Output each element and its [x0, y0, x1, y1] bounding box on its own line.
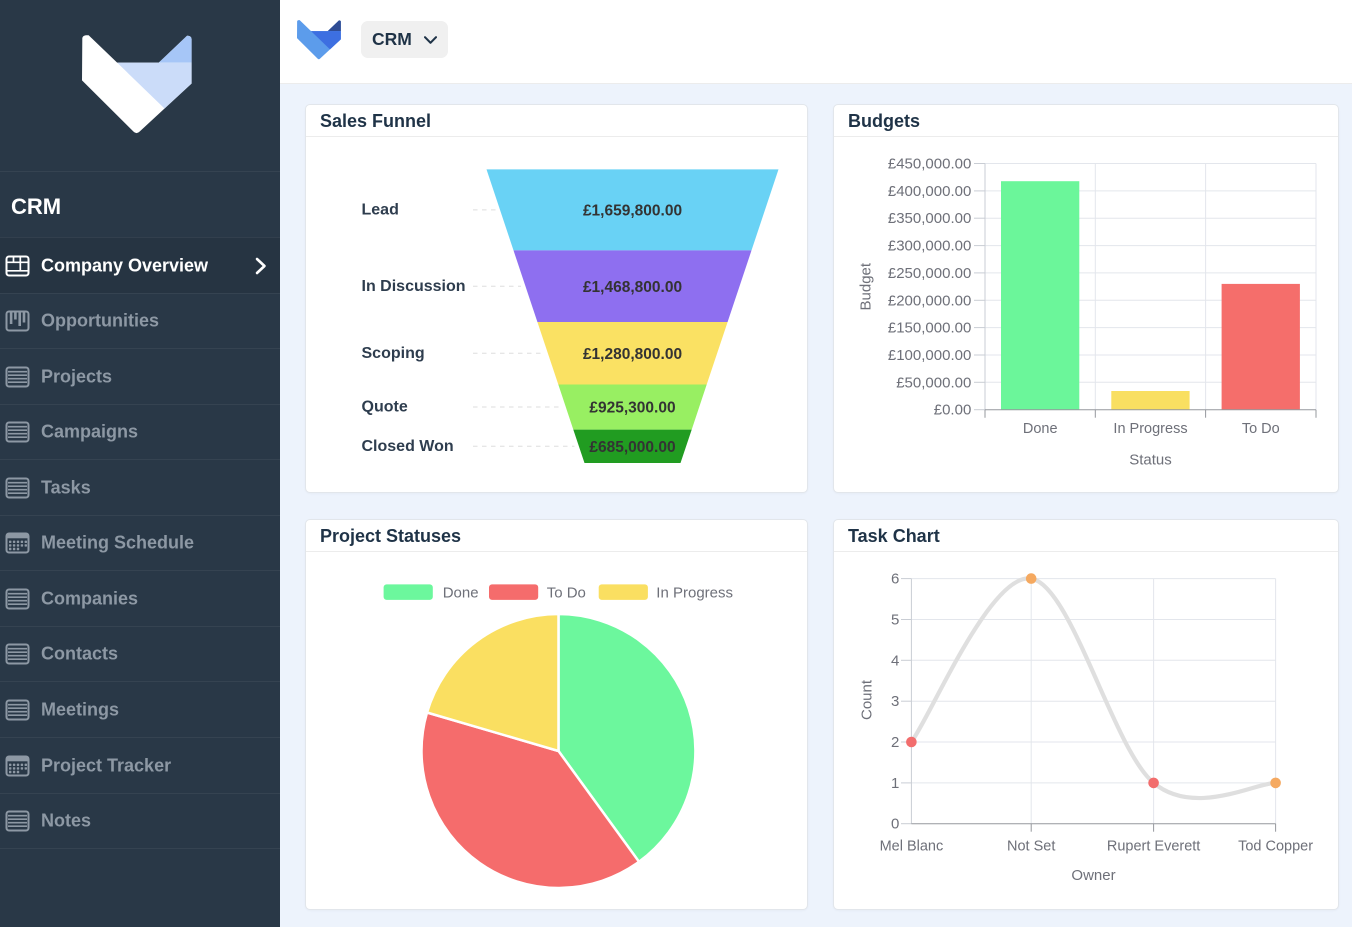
svg-text:£50,000.00: £50,000.00 — [896, 374, 971, 391]
svg-text:Status: Status — [1129, 451, 1172, 468]
svg-text:In Discussion: In Discussion — [362, 278, 466, 295]
svg-text:6: 6 — [891, 571, 899, 588]
svg-text:Mel Blanc: Mel Blanc — [880, 839, 944, 855]
svg-text:Quote: Quote — [362, 399, 408, 416]
svg-text:2: 2 — [891, 734, 899, 751]
svg-text:£350,000.00: £350,000.00 — [888, 210, 971, 227]
svg-text:Done: Done — [443, 585, 479, 602]
svg-text:Closed Won: Closed Won — [362, 438, 454, 455]
svg-text:£400,000.00: £400,000.00 — [888, 183, 971, 200]
svg-text:5: 5 — [891, 612, 899, 629]
svg-text:£1,468,800.00: £1,468,800.00 — [583, 279, 682, 296]
svg-text:Lead: Lead — [362, 202, 399, 219]
svg-text:£925,300.00: £925,300.00 — [589, 400, 675, 417]
svg-text:£685,000.00: £685,000.00 — [589, 439, 675, 456]
svg-text:Not Set: Not Set — [1007, 839, 1055, 855]
svg-text:1: 1 — [891, 775, 899, 792]
svg-text:Count: Count — [858, 679, 875, 720]
svg-text:£200,000.00: £200,000.00 — [888, 292, 971, 309]
svg-text:£100,000.00: £100,000.00 — [888, 347, 971, 364]
svg-text:Done: Done — [1023, 421, 1058, 437]
svg-text:Budget: Budget — [857, 262, 874, 310]
svg-text:0: 0 — [891, 816, 899, 833]
svg-text:Owner: Owner — [1071, 867, 1115, 884]
svg-text:£300,000.00: £300,000.00 — [888, 238, 971, 255]
svg-text:Rupert Everett: Rupert Everett — [1107, 839, 1201, 855]
svg-text:In Progress: In Progress — [1113, 421, 1187, 437]
svg-text:3: 3 — [891, 693, 899, 710]
svg-text:£150,000.00: £150,000.00 — [888, 320, 971, 337]
svg-text:£1,659,800.00: £1,659,800.00 — [583, 203, 682, 220]
svg-text:To Do: To Do — [547, 585, 586, 602]
svg-text:£450,000.00: £450,000.00 — [888, 156, 971, 173]
svg-text:Tod Copper: Tod Copper — [1238, 839, 1313, 855]
svg-text:Scoping: Scoping — [362, 345, 425, 362]
svg-text:£1,280,800.00: £1,280,800.00 — [583, 346, 682, 363]
svg-text:£250,000.00: £250,000.00 — [888, 265, 971, 282]
svg-text:To Do: To Do — [1242, 421, 1280, 437]
svg-text:£0.00: £0.00 — [934, 402, 972, 419]
svg-text:4: 4 — [891, 652, 899, 669]
svg-text:In Progress: In Progress — [656, 585, 733, 602]
